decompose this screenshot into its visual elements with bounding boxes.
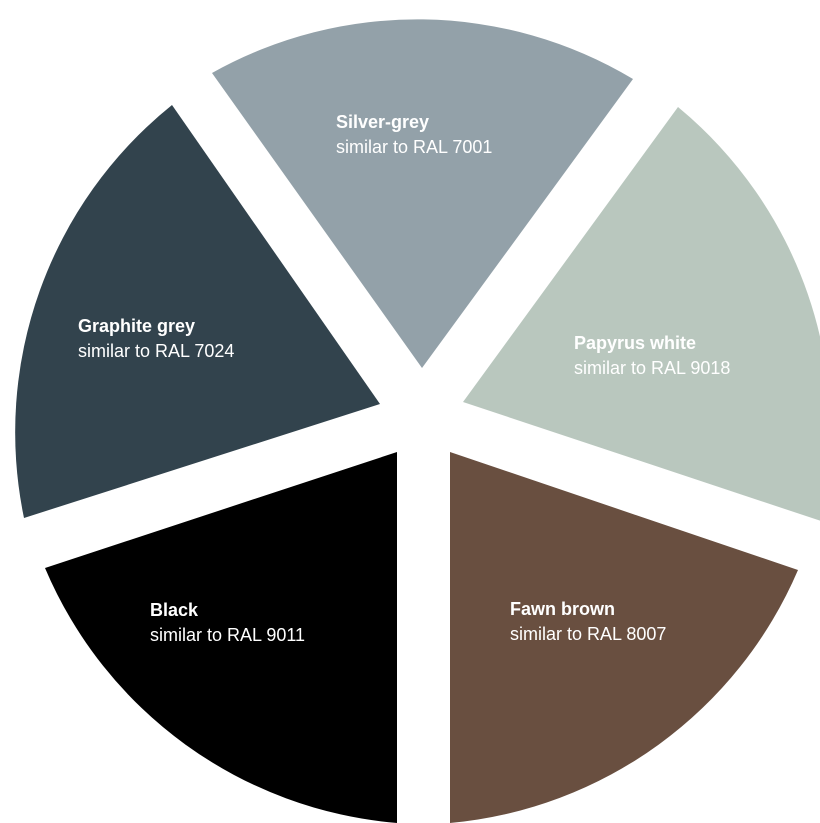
label-black: Black similar to RAL 9011 [150,598,305,648]
color-ral-reference: similar to RAL 9011 [150,625,306,646]
color-ral-reference: similar to RAL 9018 [574,358,731,379]
segment-silver-grey [212,19,633,369]
color-ral-reference: similar to RAL 7001 [336,137,493,158]
color-name: Fawn brown [510,599,615,619]
segment-papyrus-white [463,107,820,521]
label-papyrus-white: Papyrus white similar to RAL 9018 [574,331,730,381]
color-ral-reference: similar to RAL 8007 [510,624,667,645]
label-silver-grey: Silver-grey similar to RAL 7001 [336,110,492,160]
color-ral-reference: similar to RAL 7024 [78,341,235,362]
label-fawn-brown: Fawn brown similar to RAL 8007 [510,597,666,647]
segment-black [45,452,397,823]
color-name: Black [150,600,199,620]
color-name: Papyrus white [574,333,697,353]
label-graphite-grey: Graphite grey similar to RAL 7024 [78,314,234,364]
segment-fawn-brown [450,452,798,823]
color-name: Silver-grey [336,112,430,132]
color-name: Graphite grey [78,316,196,336]
segment-graphite-grey [15,105,380,518]
